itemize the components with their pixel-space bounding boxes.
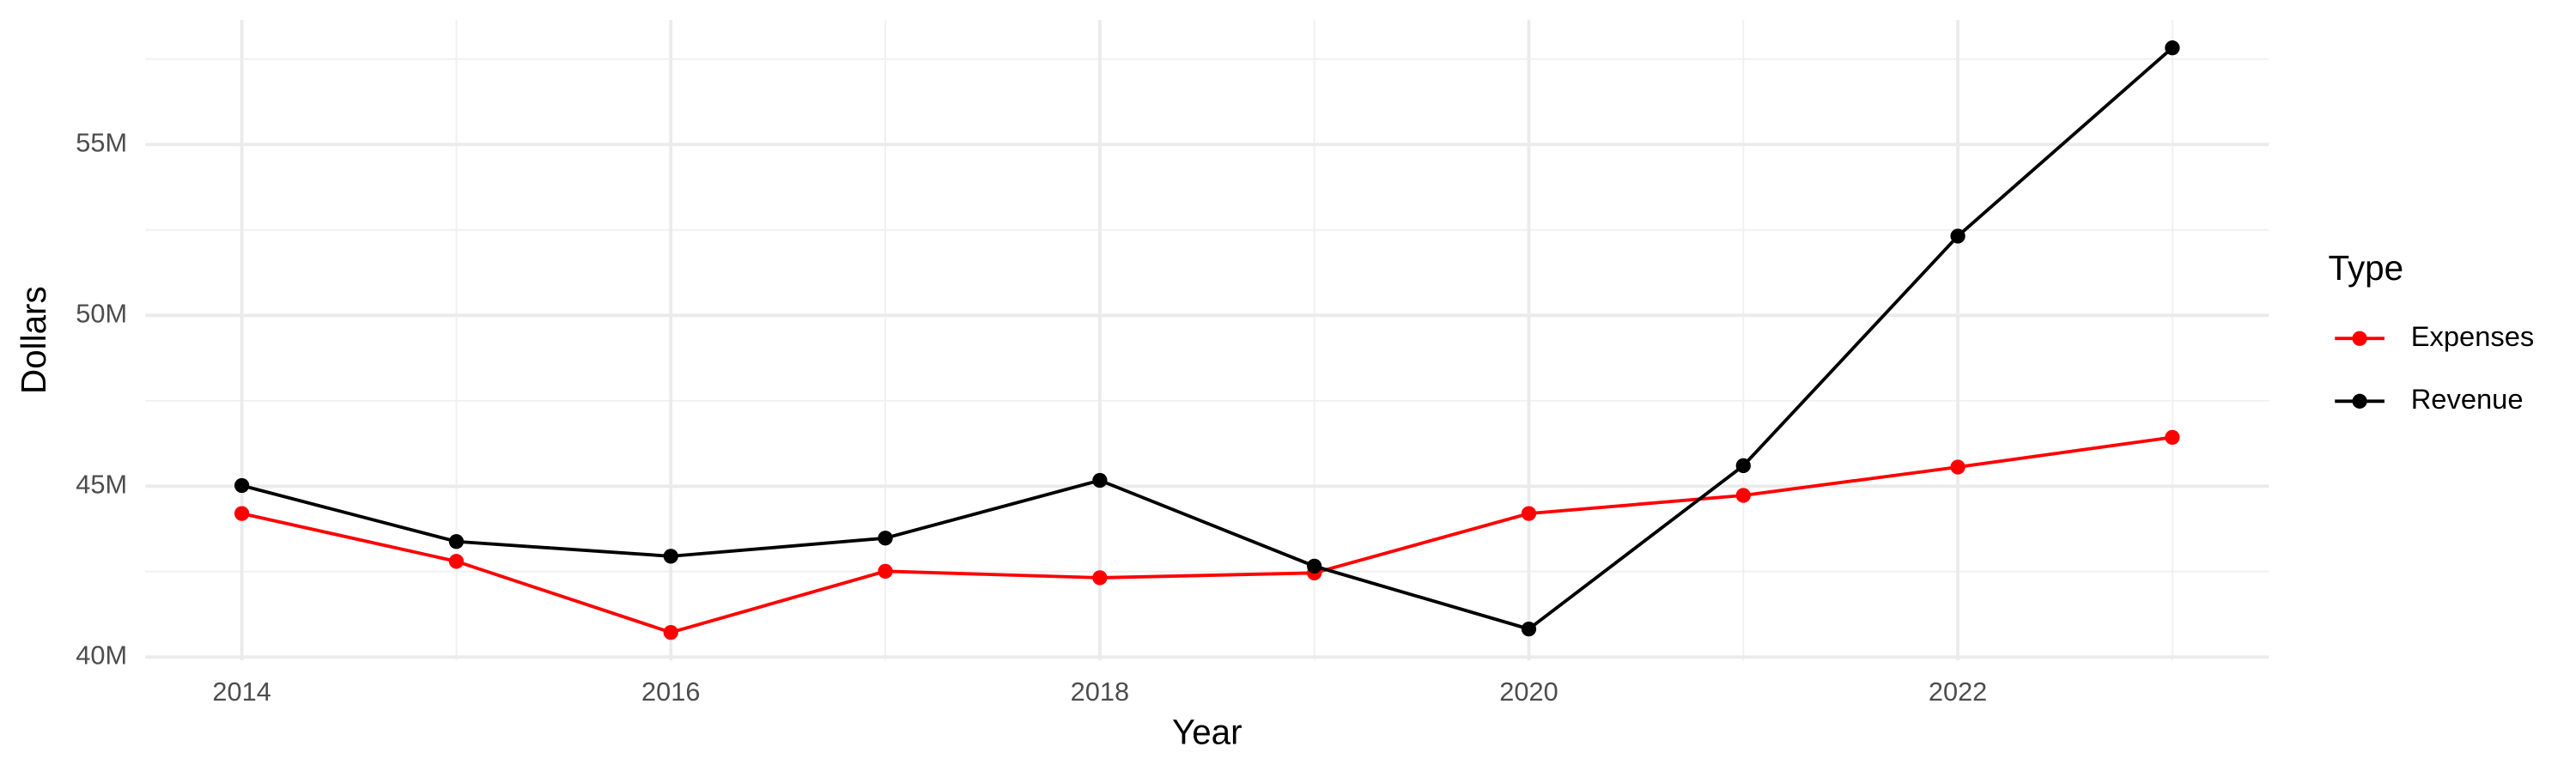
data-point — [663, 549, 678, 564]
y-tick-label: 40M — [76, 640, 127, 670]
data-point — [878, 563, 893, 580]
x-tick-label: 2022 — [1929, 677, 1987, 707]
y-tick-label: 50M — [76, 298, 127, 328]
legend-dot — [2352, 331, 2367, 346]
x-axis-title: Year — [1172, 712, 1242, 751]
data-point — [1307, 558, 1322, 574]
data-point — [1735, 488, 1751, 503]
legend-label: Expenses — [2411, 320, 2535, 352]
legend-label: Revenue — [2411, 383, 2524, 415]
data-point — [234, 506, 250, 521]
data-point — [234, 477, 250, 494]
series-line — [241, 435, 2173, 634]
x-tick-label: 2020 — [1499, 677, 1558, 707]
data-point — [448, 554, 465, 569]
data-point — [1092, 570, 1108, 586]
data-point — [1950, 459, 1965, 475]
x-tick-label: 2014 — [212, 677, 270, 707]
data-point — [2165, 40, 2180, 56]
data-point — [1521, 506, 1537, 521]
data-point — [2165, 429, 2180, 446]
data-point — [1950, 228, 1965, 244]
data-point — [663, 624, 678, 640]
data-point — [448, 534, 465, 549]
y-tick-label: 45M — [76, 469, 127, 499]
data-point — [878, 531, 893, 546]
series-line — [241, 46, 2174, 631]
x-tick-label: 2016 — [641, 677, 700, 707]
data-point — [1735, 458, 1751, 474]
legend-title: Type — [2329, 248, 2404, 288]
data-point — [1092, 472, 1108, 489]
data-point — [1521, 621, 1537, 637]
legend-dot — [2352, 393, 2367, 409]
y-axis-title: Dollars — [14, 286, 53, 394]
y-tick-label: 55M — [76, 127, 127, 157]
x-tick-label: 2018 — [1071, 677, 1129, 707]
